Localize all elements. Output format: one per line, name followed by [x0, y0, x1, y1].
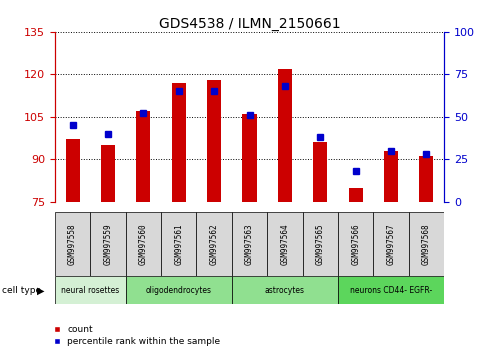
Text: GSM997562: GSM997562 — [210, 223, 219, 265]
Text: GSM997559: GSM997559 — [103, 223, 112, 265]
Legend: count, percentile rank within the sample: count, percentile rank within the sample — [49, 321, 224, 349]
Text: GSM997566: GSM997566 — [351, 223, 360, 265]
Bar — [207, 80, 221, 202]
Bar — [302, 212, 338, 276]
Bar — [419, 156, 434, 202]
Bar — [172, 83, 186, 202]
Bar — [278, 69, 292, 202]
Text: GSM997558: GSM997558 — [68, 223, 77, 265]
Bar — [409, 212, 444, 276]
Text: GSM997568: GSM997568 — [422, 223, 431, 265]
Bar — [384, 151, 398, 202]
Bar — [55, 276, 126, 304]
Bar — [136, 111, 150, 202]
Text: GSM997560: GSM997560 — [139, 223, 148, 265]
Text: neural rosettes: neural rosettes — [61, 286, 119, 295]
Text: GSM997561: GSM997561 — [174, 223, 183, 265]
Bar — [349, 188, 363, 202]
Bar — [161, 212, 197, 276]
Text: GSM997565: GSM997565 — [316, 223, 325, 265]
Text: ▶: ▶ — [37, 285, 44, 295]
Bar — [313, 142, 327, 202]
Bar — [65, 139, 80, 202]
Bar — [243, 114, 256, 202]
Bar — [232, 276, 338, 304]
Bar — [101, 145, 115, 202]
Bar — [90, 212, 126, 276]
Bar — [126, 212, 161, 276]
Bar — [373, 212, 409, 276]
Bar — [267, 212, 302, 276]
Bar — [197, 212, 232, 276]
Bar — [55, 212, 90, 276]
Text: GSM997567: GSM997567 — [387, 223, 396, 265]
Text: GSM997563: GSM997563 — [245, 223, 254, 265]
Text: cell type: cell type — [2, 286, 41, 295]
Text: oligodendrocytes: oligodendrocytes — [146, 286, 212, 295]
Text: neurons CD44- EGFR-: neurons CD44- EGFR- — [350, 286, 432, 295]
Bar — [338, 276, 444, 304]
Bar — [338, 212, 373, 276]
Bar — [232, 212, 267, 276]
Title: GDS4538 / ILMN_2150661: GDS4538 / ILMN_2150661 — [159, 17, 340, 31]
Text: GSM997564: GSM997564 — [280, 223, 289, 265]
Text: astrocytes: astrocytes — [265, 286, 305, 295]
Bar — [126, 276, 232, 304]
